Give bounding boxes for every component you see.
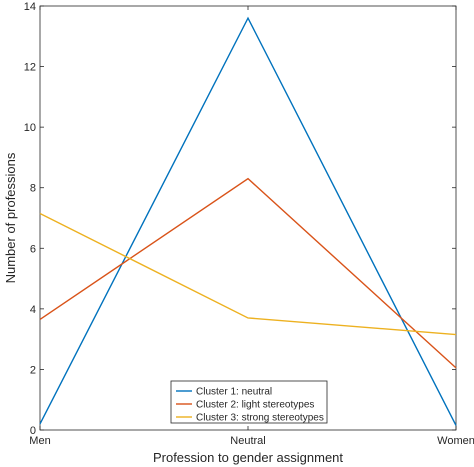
legend-label: Cluster 2: light stereotypes <box>196 400 314 411</box>
x-tick-label: Women <box>437 435 474 447</box>
y-tick-label: 14 <box>24 1 36 13</box>
y-tick-label: 8 <box>30 183 36 195</box>
y-tick-label: 4 <box>30 304 36 316</box>
x-axis-label: Profession to gender assignment <box>153 450 343 465</box>
y-axis-label: Number of professions <box>3 152 18 283</box>
series-line <box>39 212 457 336</box>
y-axis: 0 2 4 6 8 10 12 14 <box>24 1 456 437</box>
legend-box <box>170 380 328 424</box>
y-tick-label: 12 <box>24 62 36 74</box>
series-line <box>39 177 457 369</box>
series-line <box>39 16 457 426</box>
series-lines <box>39 16 457 426</box>
x-tick-label: Neutral <box>230 435 265 447</box>
plot-area <box>39 5 457 431</box>
y-tick-label: 0 <box>30 425 36 437</box>
y-tick-label: 10 <box>24 122 36 134</box>
y-tick-label: 2 <box>30 364 36 376</box>
legend-label: Cluster 1: neutral <box>196 387 272 398</box>
legend: Cluster 1: neutral Cluster 2: light stere… <box>170 380 328 424</box>
y-tick-label: 6 <box>30 243 36 255</box>
legend-label: Cluster 3: strong stereotypes <box>196 413 324 424</box>
x-axis: Men Neutral Women <box>29 6 474 447</box>
x-tick-label: Men <box>29 435 50 447</box>
